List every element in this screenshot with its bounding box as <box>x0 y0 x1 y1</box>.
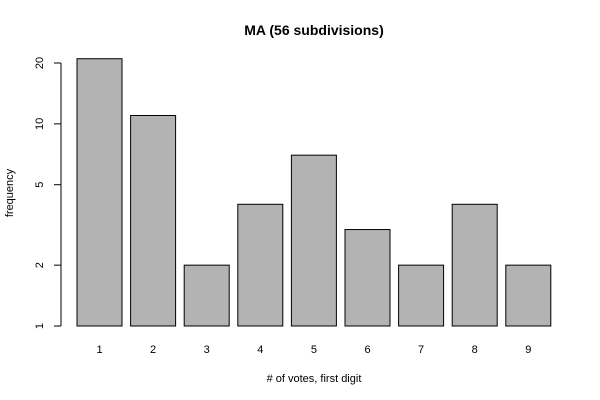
bars-group <box>76 58 552 327</box>
x-tick-label: 8 <box>472 344 478 356</box>
x-tick-label: 4 <box>257 344 263 356</box>
x-tick-label: 7 <box>418 344 424 356</box>
y-tick-label: 20 <box>34 57 46 69</box>
y-tick-label: 2 <box>34 262 46 268</box>
x-axis-labels: 1 2 3 4 5 6 7 8 9 <box>96 344 531 356</box>
bar-7 <box>398 264 445 327</box>
y-axis: 1 2 5 10 20 <box>34 57 62 329</box>
bar-3 <box>183 264 230 327</box>
x-tick-label: 2 <box>150 344 156 356</box>
bar-6 <box>344 229 391 327</box>
bar-4 <box>237 203 284 327</box>
bar-2 <box>130 114 177 327</box>
y-axis-title: frequency <box>4 168 16 217</box>
x-tick-label: 9 <box>525 344 531 356</box>
y-tick-label: 1 <box>34 323 46 329</box>
y-tick-label: 5 <box>34 182 46 188</box>
bar-8 <box>451 203 498 327</box>
x-tick-label: 5 <box>311 344 317 356</box>
bar-5 <box>290 154 337 327</box>
chart-title: MA (56 subdivisions) <box>244 22 384 38</box>
y-tick-label: 10 <box>34 118 46 130</box>
bar-1 <box>76 58 123 327</box>
bar-9 <box>505 264 552 327</box>
x-tick-label: 6 <box>364 344 370 356</box>
x-tick-label: 1 <box>96 344 102 356</box>
x-tick-label: 3 <box>204 344 210 356</box>
x-axis-title: # of votes, first digit <box>267 373 362 385</box>
